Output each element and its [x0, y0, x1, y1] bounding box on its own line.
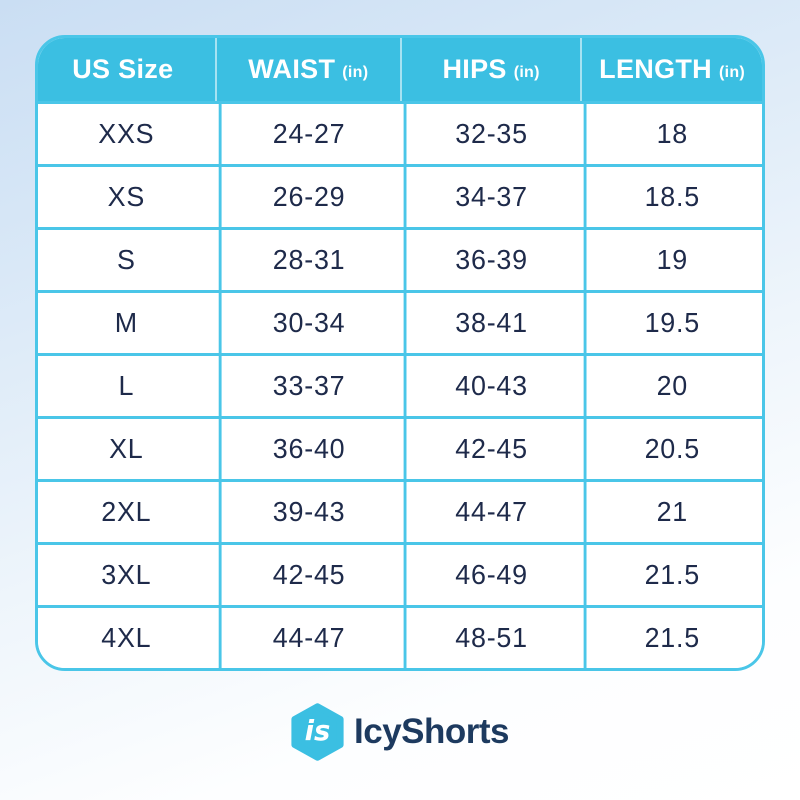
hexagon-monogram-icon: is [291, 703, 344, 761]
hips-cell: 40-43 [403, 356, 577, 416]
waist-cell: 30-34 [218, 293, 396, 353]
size-label-cell: L [118, 370, 135, 401]
table-row-4xl: 4XL 44-47 48-51 21.5 [38, 605, 762, 668]
hips-cell: 38-41 [403, 293, 577, 353]
length-cell: 19.5 [583, 293, 758, 353]
table-row-m: M 30-34 38-41 19.5 [38, 290, 762, 353]
size-label-cell: M [114, 307, 138, 338]
size-label-cell: XXS [98, 118, 155, 149]
length-cell: 21.5 [583, 545, 758, 605]
column-header-label: US Size [72, 54, 174, 84]
size-chart-table: US Size WAIST (in) HIPS (in) LENGTH (in)… [35, 35, 765, 671]
column-header-label: LENGTH [599, 54, 712, 84]
column-header-us-size: US Size [38, 38, 215, 101]
hips-cell: 36-39 [403, 230, 577, 290]
waist-cell: 26-29 [218, 167, 396, 227]
length-cell: 21.5 [583, 608, 758, 668]
brand-logo: is IcyShorts [0, 703, 800, 761]
column-header-unit: (in) [718, 64, 746, 81]
size-label-cell: XS [107, 181, 146, 212]
column-header-label: WAIST [248, 54, 336, 84]
column-header-hips: HIPS (in) [399, 38, 580, 101]
table-row-l: L 33-37 40-43 20 [38, 353, 762, 416]
waist-cell: 28-31 [218, 230, 396, 290]
length-cell: 18 [583, 104, 758, 164]
size-label-cell: 2XL [101, 496, 152, 527]
column-header-length: LENGTH (in) [580, 38, 762, 101]
column-header-unit: (in) [342, 64, 369, 81]
waist-cell: 33-37 [218, 356, 396, 416]
length-cell: 20.5 [583, 419, 758, 479]
hips-cell: 32-35 [403, 104, 577, 164]
length-cell: 18.5 [583, 167, 758, 227]
hips-cell: 42-45 [403, 419, 577, 479]
table-row-s: S 28-31 36-39 19 [38, 227, 762, 290]
size-label-cell: XL [109, 433, 144, 464]
table-row-2xl: 2XL 39-43 44-47 21 [38, 479, 762, 542]
table-header-row: US Size WAIST (in) HIPS (in) LENGTH (in) [38, 38, 762, 101]
waist-cell: 44-47 [218, 608, 396, 668]
length-cell: 20 [583, 356, 758, 416]
length-cell: 21 [583, 482, 758, 542]
table-row-3xl: 3XL 42-45 46-49 21.5 [38, 542, 762, 605]
hips-cell: 46-49 [403, 545, 577, 605]
column-header-waist: WAIST (in) [214, 38, 400, 101]
column-header-label: HIPS [442, 54, 507, 84]
waist-cell: 42-45 [218, 545, 396, 605]
brand-monogram: is [305, 716, 331, 747]
table-row-xl: XL 36-40 42-45 20.5 [38, 416, 762, 479]
waist-cell: 39-43 [218, 482, 396, 542]
waist-cell: 36-40 [218, 419, 396, 479]
table-row-xxs: XXS 24-27 32-35 18 [38, 101, 762, 164]
column-header-unit: (in) [513, 64, 540, 81]
hips-cell: 48-51 [403, 608, 577, 668]
length-cell: 19 [583, 230, 758, 290]
hips-cell: 44-47 [403, 482, 577, 542]
hips-cell: 34-37 [403, 167, 577, 227]
waist-cell: 24-27 [218, 104, 396, 164]
size-label-cell: 3XL [101, 559, 152, 590]
size-label-cell: 4XL [101, 622, 152, 653]
size-label-cell: S [116, 244, 136, 275]
brand-name: IcyShorts [354, 712, 510, 751]
table-row-xs: XS 26-29 34-37 18.5 [38, 164, 762, 227]
